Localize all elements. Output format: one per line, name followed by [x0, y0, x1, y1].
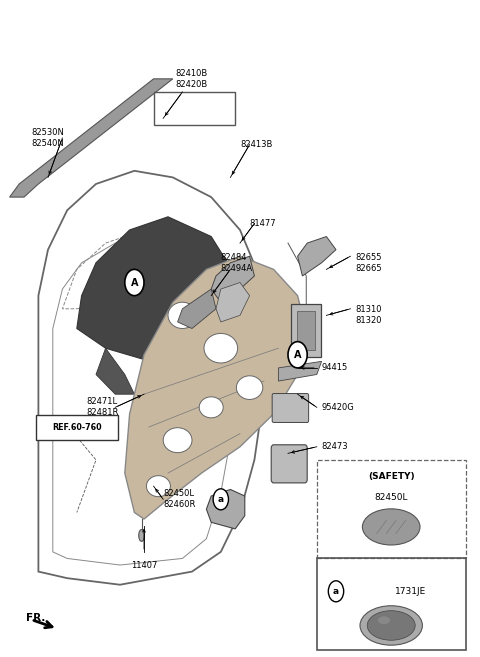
FancyBboxPatch shape	[272, 394, 309, 422]
Polygon shape	[206, 489, 245, 529]
Text: 82450L
82460R: 82450L 82460R	[163, 489, 195, 509]
Text: 95420G: 95420G	[322, 403, 354, 412]
Text: 1731JE: 1731JE	[395, 587, 426, 596]
Ellipse shape	[139, 530, 144, 541]
Text: 82410B
82420B: 82410B 82420B	[176, 69, 208, 89]
Ellipse shape	[360, 606, 422, 645]
Text: 82450L: 82450L	[374, 493, 408, 502]
Ellipse shape	[146, 476, 170, 497]
Polygon shape	[77, 217, 250, 381]
Ellipse shape	[199, 397, 223, 418]
Text: A: A	[294, 350, 301, 360]
Polygon shape	[96, 348, 134, 394]
Ellipse shape	[367, 611, 415, 640]
Ellipse shape	[237, 376, 263, 399]
Text: 82473: 82473	[322, 442, 348, 451]
FancyBboxPatch shape	[297, 311, 315, 350]
Circle shape	[125, 269, 144, 296]
Text: FR.: FR.	[26, 612, 46, 623]
Polygon shape	[125, 256, 307, 519]
Text: a: a	[333, 587, 339, 596]
Text: (SAFETY): (SAFETY)	[368, 472, 415, 481]
Polygon shape	[298, 237, 336, 276]
Text: 82655
82665: 82655 82665	[355, 253, 382, 273]
Polygon shape	[278, 361, 322, 381]
FancyBboxPatch shape	[291, 304, 321, 357]
Polygon shape	[211, 256, 254, 302]
FancyBboxPatch shape	[271, 445, 307, 483]
Text: 82471L
82481R: 82471L 82481R	[86, 397, 119, 417]
FancyBboxPatch shape	[36, 415, 118, 440]
Text: a: a	[218, 495, 224, 504]
Ellipse shape	[362, 509, 420, 545]
Polygon shape	[178, 289, 216, 328]
Ellipse shape	[204, 334, 238, 363]
Text: 11407: 11407	[131, 560, 157, 570]
Ellipse shape	[163, 428, 192, 453]
Text: 94415: 94415	[322, 363, 348, 373]
Text: REF.60-760: REF.60-760	[52, 423, 102, 432]
Circle shape	[328, 581, 344, 602]
Polygon shape	[10, 79, 173, 197]
Text: 81477: 81477	[250, 219, 276, 228]
Text: 82530N
82540N: 82530N 82540N	[32, 128, 64, 148]
Ellipse shape	[378, 616, 390, 624]
Text: 81310
81320: 81310 81320	[355, 306, 382, 325]
Circle shape	[213, 489, 228, 510]
Circle shape	[288, 342, 307, 368]
Text: 82484
82494A: 82484 82494A	[221, 253, 253, 273]
Ellipse shape	[168, 302, 197, 328]
Polygon shape	[216, 283, 250, 322]
Text: A: A	[131, 277, 138, 288]
Text: 82413B: 82413B	[240, 140, 272, 149]
